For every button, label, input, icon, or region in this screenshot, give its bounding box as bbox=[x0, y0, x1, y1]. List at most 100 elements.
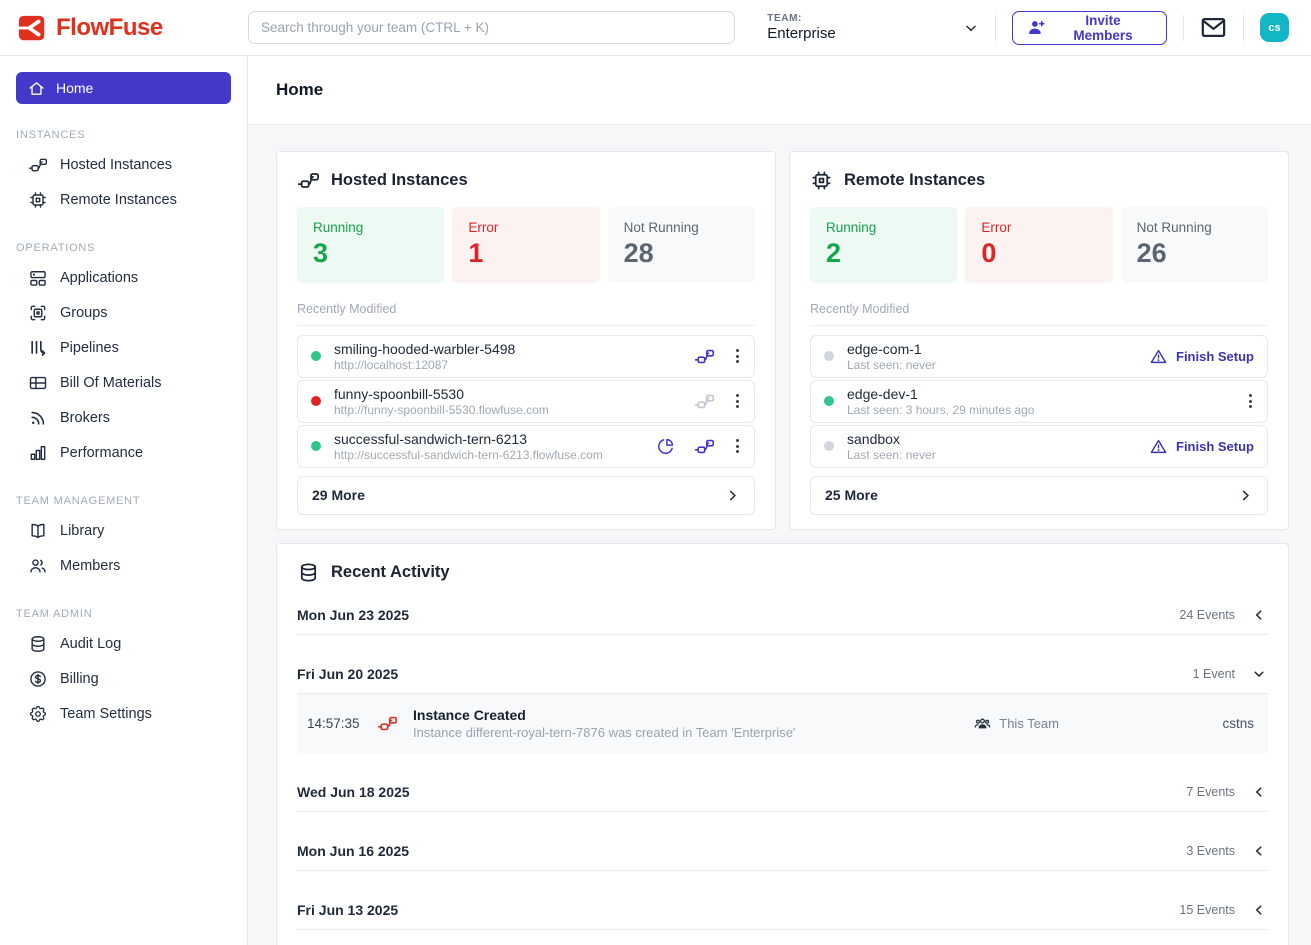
sidebar: Home INSTANCES Hosted Instances Remote I… bbox=[0, 56, 248, 945]
activity-group-header[interactable]: Mon Jun 16 2025 3 Events bbox=[297, 832, 1268, 871]
stat-label: Not Running bbox=[1136, 220, 1212, 235]
chevron-down-icon bbox=[966, 25, 976, 31]
sidebar-item-billing[interactable]: Billing bbox=[0, 661, 247, 696]
open-editor-icon[interactable] bbox=[694, 346, 715, 367]
activity-card-header: Recent Activity bbox=[297, 561, 1268, 584]
brand-name: FlowFuse bbox=[56, 13, 163, 41]
remote-instances-card: Remote Instances Running 2 Error 0 Not R… bbox=[789, 151, 1289, 530]
stat-not-running[interactable]: Not Running 28 bbox=[607, 207, 755, 283]
dashboard-pie-icon[interactable] bbox=[656, 437, 675, 456]
activity-event-row: 14:57:35 Instance Created Instance diffe… bbox=[297, 693, 1268, 753]
stat-running[interactable]: Running 2 bbox=[810, 207, 958, 283]
sidebar-item-label: Library bbox=[60, 522, 105, 539]
event-count: 1 Event bbox=[1192, 666, 1235, 681]
device-last-seen: Last seen: 3 hours, 29 minutes ago bbox=[847, 402, 1035, 417]
warning-triangle-icon bbox=[1150, 439, 1167, 453]
search-input[interactable] bbox=[248, 11, 736, 44]
sidebar-item-brokers[interactable]: Brokers bbox=[0, 400, 247, 435]
chevron-down-icon bbox=[1254, 671, 1264, 677]
hosted-card-header: Hosted Instances bbox=[297, 169, 755, 192]
sidebar-item-hosted-instances[interactable]: Hosted Instances bbox=[0, 147, 247, 182]
event-text: Instance Created Instance different-roya… bbox=[413, 707, 795, 740]
pipelines-icon bbox=[31, 340, 46, 356]
users-icon bbox=[30, 558, 46, 573]
page-header: Home bbox=[248, 56, 1311, 125]
sidebar-item-team-settings[interactable]: Team Settings bbox=[0, 696, 247, 731]
sidebar-item-label: Audit Log bbox=[60, 635, 122, 652]
kebab-menu-icon[interactable] bbox=[734, 392, 741, 411]
instance-info: successful-sandwich-tern-6213 http://suc… bbox=[334, 431, 656, 462]
device-last-seen: Last seen: never bbox=[847, 357, 936, 372]
activity-group-header[interactable]: Fri Jun 20 2025 1 Event bbox=[297, 655, 1268, 694]
device-row[interactable]: sandbox Last seen: never Finish Setup bbox=[810, 424, 1268, 468]
event-scope-label: This Team bbox=[999, 715, 1059, 731]
flowfuse-logo[interactable]: FlowFuse bbox=[0, 13, 248, 43]
instance-row[interactable]: funny-spoonbill-5530 http://funny-spoonb… bbox=[297, 379, 755, 423]
team-label: TEAM: bbox=[767, 13, 802, 24]
hosted-more-button[interactable]: 29 More bbox=[297, 475, 755, 515]
rss-icon bbox=[31, 411, 45, 425]
stat-label: Error bbox=[468, 220, 499, 235]
sidebar-item-library[interactable]: Library bbox=[0, 513, 247, 548]
open-editor-icon[interactable] bbox=[694, 436, 715, 457]
instance-name: funny-spoonbill-5530 bbox=[334, 385, 464, 402]
activity-groups: Mon Jun 23 2025 24 Events Fri Jun 20 202… bbox=[297, 596, 1268, 930]
sidebar-item-groups[interactable]: Groups bbox=[0, 295, 247, 330]
activity-group-header[interactable]: Mon Jun 23 2025 24 Events bbox=[297, 596, 1268, 635]
chevron-left-icon bbox=[1255, 846, 1262, 856]
sidebar-item-label: Brokers bbox=[60, 409, 110, 426]
stat-error[interactable]: Error 0 bbox=[965, 207, 1113, 283]
activity-group-header[interactable]: Fri Jun 13 2025 15 Events bbox=[297, 891, 1268, 930]
event-count: 7 Events bbox=[1186, 784, 1235, 799]
chip-icon bbox=[812, 171, 831, 190]
event-user: cstns bbox=[1222, 715, 1254, 731]
mail-icon[interactable] bbox=[1200, 14, 1227, 41]
node-red-icon bbox=[297, 173, 319, 188]
instance-row[interactable]: successful-sandwich-tern-6213 http://suc… bbox=[297, 424, 755, 468]
device-info: sandbox Last seen: never bbox=[847, 431, 1149, 462]
sidebar-item-members[interactable]: Members bbox=[0, 548, 247, 583]
sidebar-item-label: Billing bbox=[60, 670, 99, 687]
stat-running[interactable]: Running 3 bbox=[297, 207, 445, 283]
event-count: 15 Events bbox=[1179, 902, 1235, 917]
node-red-icon bbox=[28, 158, 48, 171]
remote-more-button[interactable]: 25 More bbox=[810, 475, 1268, 515]
sidebar-item-pipelines[interactable]: Pipelines bbox=[0, 330, 247, 365]
instance-url: http://successful-sandwich-tern-6213.flo… bbox=[334, 447, 603, 462]
sidebar-item-audit-log[interactable]: Audit Log bbox=[0, 626, 247, 661]
instance-name: smiling-hooded-warbler-5498 bbox=[334, 340, 516, 357]
sidebar-item-label: Team Settings bbox=[60, 705, 152, 722]
instance-info: smiling-hooded-warbler-5498 http://local… bbox=[334, 341, 694, 372]
sidebar-item-performance[interactable]: Performance bbox=[0, 435, 247, 470]
kebab-menu-icon[interactable] bbox=[1247, 392, 1254, 411]
kebab-menu-icon[interactable] bbox=[734, 347, 741, 366]
stat-value: 2 bbox=[826, 238, 842, 268]
finish-setup-button[interactable]: Finish Setup bbox=[1149, 437, 1254, 456]
kebab-menu-icon[interactable] bbox=[734, 437, 741, 456]
device-row[interactable]: edge-com-1 Last seen: never Finish Setup bbox=[810, 334, 1268, 378]
sidebar-item-home[interactable]: Home bbox=[16, 72, 231, 104]
chevron-left-icon bbox=[1255, 787, 1262, 797]
sidebar-section-instances: INSTANCES bbox=[16, 129, 86, 141]
top-header: FlowFuse TEAM: Enterprise Invite Members… bbox=[0, 0, 1311, 56]
event-count: 3 Events bbox=[1186, 843, 1235, 858]
instance-row[interactable]: smiling-hooded-warbler-5498 http://local… bbox=[297, 334, 755, 378]
invite-members-button[interactable]: Invite Members bbox=[1011, 10, 1168, 45]
stat-not-running[interactable]: Not Running 26 bbox=[1120, 207, 1268, 283]
activity-group-header[interactable]: Wed Jun 18 2025 7 Events bbox=[297, 773, 1268, 812]
sidebar-item-bill-of-materials[interactable]: Bill Of Materials bbox=[0, 365, 247, 400]
user-avatar[interactable]: cs bbox=[1260, 13, 1289, 42]
card-title: Hosted Instances bbox=[331, 171, 468, 189]
sidebar-item-applications[interactable]: Applications bbox=[0, 260, 247, 295]
applications-icon bbox=[30, 270, 46, 286]
sidebar-item-label: Members bbox=[60, 557, 121, 574]
team-selector[interactable]: TEAM: Enterprise bbox=[767, 13, 979, 42]
instance-name: successful-sandwich-tern-6213 bbox=[334, 430, 527, 447]
sidebar-section-team-admin: TEAM ADMIN bbox=[16, 608, 93, 620]
team-users-icon bbox=[974, 718, 991, 729]
finish-setup-button[interactable]: Finish Setup bbox=[1149, 347, 1254, 366]
stat-error[interactable]: Error 1 bbox=[452, 207, 600, 283]
stat-label: Running bbox=[826, 220, 877, 235]
sidebar-item-remote-instances[interactable]: Remote Instances bbox=[0, 182, 247, 217]
device-row[interactable]: edge-dev-1 Last seen: 3 hours, 29 minute… bbox=[810, 379, 1268, 423]
